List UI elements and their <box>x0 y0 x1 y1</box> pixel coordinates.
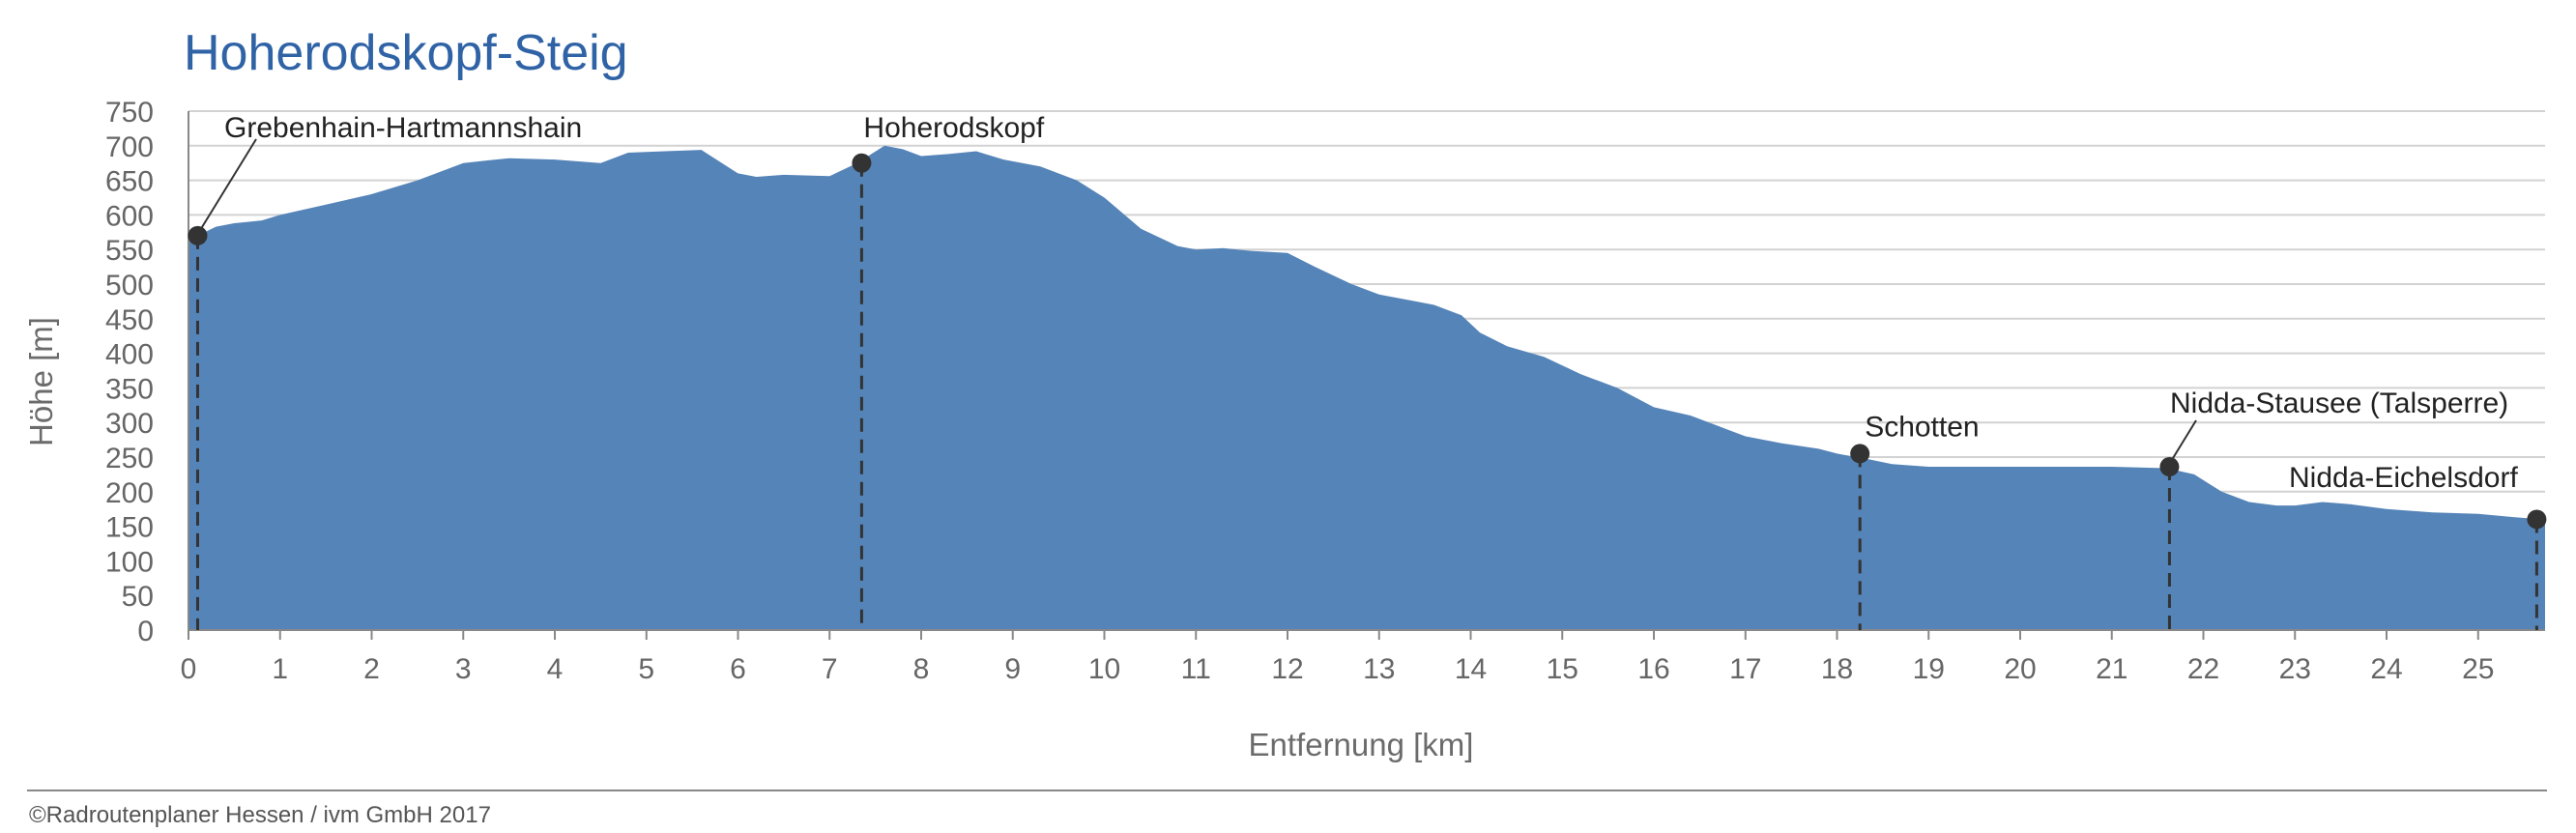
poi-point <box>1850 444 1870 464</box>
x-tick-label: 10 <box>1088 653 1120 685</box>
y-tick-label: 650 <box>105 166 154 198</box>
poi-marker: Nidda-Stausee (Talsperre) <box>2159 388 2508 630</box>
y-tick-label: 250 <box>105 443 154 474</box>
poi-point <box>852 153 872 173</box>
x-axis: 0 1 2 3 4 5 6 7 8 9 10 11 12 13 14 15 16 17 18 19 20 21 22 23 24… <box>181 629 2545 685</box>
x-tick-label: 6 <box>730 653 746 685</box>
y-axis: 0501001502002503003504004505005506006507… <box>105 97 189 647</box>
x-tick-label: 5 <box>638 653 654 685</box>
x-tick-label: 14 <box>1455 653 1487 685</box>
x-tick-label: 7 <box>822 653 838 685</box>
y-tick-label: 150 <box>105 512 154 544</box>
poi-markers: Grebenhain-Hartmannshain Hoherodskopf Scho… <box>188 112 2547 630</box>
poi-point <box>2159 457 2180 477</box>
y-tick-label: 300 <box>105 408 154 440</box>
poi-point <box>188 225 208 245</box>
x-tick-label: 2 <box>363 653 380 685</box>
x-axis-label: Entfernung [km] <box>1249 727 1474 762</box>
x-tick-label: 17 <box>1729 653 1761 685</box>
x-tick-label: 1 <box>272 653 288 685</box>
x-tick-label: 3 <box>455 653 472 685</box>
poi-label: Nidda-Stausee (Talsperre) <box>2170 388 2508 419</box>
y-tick-label: 0 <box>137 616 154 647</box>
elevation-area <box>188 145 2545 631</box>
poi-label: Schotten <box>1865 411 1979 443</box>
x-tick-label: 16 <box>1637 653 1669 685</box>
copyright-footer: ©Radroutenplaner Hessen / ivm GmbH 2017 <box>29 802 491 828</box>
y-tick-label: 200 <box>105 477 154 509</box>
x-tick-label: 12 <box>1271 653 1303 685</box>
x-tick-label: 8 <box>913 653 930 685</box>
poi-leader-line <box>2171 419 2197 460</box>
y-tick-label: 400 <box>105 339 154 371</box>
y-tick-label: 750 <box>105 97 154 129</box>
y-tick-label: 50 <box>122 581 154 613</box>
poi-marker: Hoherodskopf <box>852 112 1045 630</box>
y-tick-label: 500 <box>105 270 154 302</box>
x-tick-label: 4 <box>547 653 564 685</box>
x-tick-label: 0 <box>181 653 197 685</box>
x-tick-label: 18 <box>1821 653 1853 685</box>
chart-title: Hoherodskopf-Steig <box>184 25 628 81</box>
poi-leader-line <box>200 138 257 229</box>
poi-label: Grebenhain-Hartmannshain <box>224 112 582 144</box>
y-tick-label: 550 <box>105 235 154 267</box>
poi-label: Hoherodskopf <box>863 112 1044 144</box>
x-tick-label: 20 <box>2004 653 2036 685</box>
poi-point <box>2527 509 2547 530</box>
poi-marker: Nidda-Eichelsdorf <box>2289 462 2547 630</box>
x-tick-label: 13 <box>1363 653 1395 685</box>
x-tick-label: 9 <box>1004 653 1021 685</box>
y-axis-label: Höhe [m] <box>23 317 59 446</box>
y-tick-label: 600 <box>105 200 154 232</box>
x-tick-label: 23 <box>2279 653 2311 685</box>
y-tick-label: 700 <box>105 131 154 163</box>
x-tick-label: 21 <box>2096 653 2127 685</box>
y-tick-label: 350 <box>105 373 154 405</box>
x-tick-label: 24 <box>2370 653 2402 685</box>
x-tick-label: 11 <box>1181 653 1211 685</box>
poi-marker: Grebenhain-Hartmannshain <box>188 112 582 630</box>
x-tick-label: 25 <box>2462 653 2494 685</box>
poi-marker: Schotten <box>1850 411 1980 630</box>
x-tick-label: 19 <box>1913 653 1945 685</box>
y-tick-label: 450 <box>105 304 154 336</box>
poi-label: Nidda-Eichelsdorf <box>2289 462 2518 494</box>
x-tick-label: 22 <box>2187 653 2219 685</box>
x-tick-label: 15 <box>1547 653 1578 685</box>
y-tick-label: 100 <box>105 546 154 578</box>
